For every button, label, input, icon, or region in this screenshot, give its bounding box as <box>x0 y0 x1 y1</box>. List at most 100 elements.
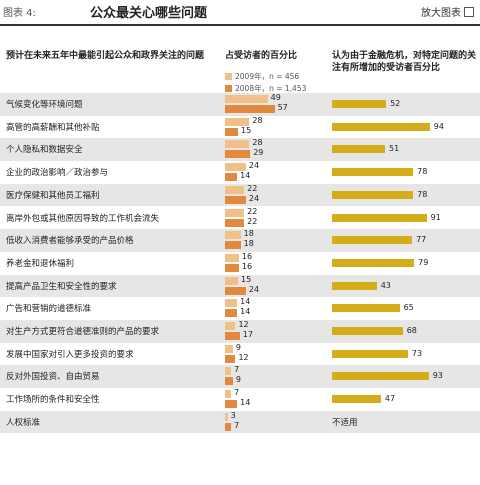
chart-row: 医疗保健和其他员工福利 22 24 78 <box>0 183 480 207</box>
chart-row: 企业的政治影响／政治参与 24 14 78 <box>0 161 480 184</box>
issue-label: 低收入消费者能够承受的产品价格 <box>6 236 134 247</box>
bar-2008 <box>225 150 251 159</box>
chart-row: 提高产品卫生和安全性的要求 15 24 43 <box>0 274 480 298</box>
issue-label: 个人隐私和数据安全 <box>6 145 83 156</box>
chart-row: 人权标准 3 7 不适用 <box>0 410 480 434</box>
bar-2009 <box>225 367 232 376</box>
value-label-2008: 57 <box>277 103 288 112</box>
bar-2008 <box>225 218 245 227</box>
share-column-header: 占受访者的百分比 <box>225 51 298 61</box>
value-label-2008: 7 <box>234 420 240 430</box>
crisis-value-label: 47 <box>384 394 396 404</box>
value-label-2009: 7 <box>234 388 240 398</box>
crisis-value-label: 78 <box>417 189 428 199</box>
crisis-bar <box>332 349 408 358</box>
bar-2009 <box>225 344 233 353</box>
value-label-2008: 29 <box>253 148 264 158</box>
value-label-2009: 9 <box>235 342 241 352</box>
chart-row: 发展中国家对引入更多投资的要求 9 12 73 <box>0 343 480 366</box>
issue-label: 高管的高薪酬和其他补贴 <box>6 122 100 133</box>
bar-2008 <box>225 286 246 295</box>
issue-label: 广告和营销的道德标准 <box>6 304 92 315</box>
bar-2009 <box>225 95 268 103</box>
value-label-2009: 18 <box>243 229 254 239</box>
bar-2008 <box>225 263 239 272</box>
value-label-2008: 14 <box>240 171 251 181</box>
crisis-value-label: 91 <box>430 212 441 222</box>
header-divider <box>0 24 480 26</box>
crisis-bar <box>332 236 413 245</box>
value-label-2009: 22 <box>247 183 258 193</box>
bar-2009 <box>225 117 250 126</box>
chart-row: 低收入消费者能够承受的产品价格 18 18 77 <box>0 229 480 252</box>
crisis-value-label: 77 <box>416 235 427 245</box>
chart-row: 养老金和退休福利 16 16 79 <box>0 252 480 275</box>
value-label-2008: 9 <box>235 375 241 385</box>
chart-row: 对生产方式更符合道德准则的产品的要求 12 17 68 <box>0 320 480 343</box>
legend-2009: 2009年，n = 456 <box>225 71 299 82</box>
bar-2008 <box>225 332 240 340</box>
value-label-2008: 22 <box>247 216 258 226</box>
issue-label: 气候变化等环境问题 <box>6 100 83 110</box>
crisis-value-label: 65 <box>403 303 414 313</box>
issue-label: 养老金和退休福利 <box>6 258 75 269</box>
bar-2009 <box>225 412 228 421</box>
crisis-bar <box>332 372 429 381</box>
crisis-value-label: 43 <box>380 280 391 290</box>
bar-2009 <box>225 390 232 399</box>
value-label-2009: 7 <box>234 365 240 375</box>
chart-row: 广告和营销的道德标准 14 14 65 <box>0 297 480 320</box>
crisis-bar <box>332 190 414 199</box>
crisis-bar <box>332 100 387 108</box>
value-label-2008: 18 <box>243 239 254 249</box>
issue-label: 提高产品卫生和安全性的要求 <box>6 281 117 292</box>
crisis-bar <box>332 304 400 313</box>
value-label-2008: 17 <box>242 330 253 339</box>
bar-2008 <box>225 422 232 431</box>
issue-label: 反对外国投资、自由贸易 <box>6 372 100 383</box>
crisis-value-label: 73 <box>411 348 423 358</box>
crisis-value-label: 52 <box>390 99 401 108</box>
issue-column-header: 预计在未来五年中最能引起公众和政界关注的问题 <box>6 51 205 61</box>
issue-label: 企业的政治影响／政治参与 <box>6 168 109 179</box>
issue-label: 离岸外包或其他原因导致的工作机会流失 <box>6 213 160 224</box>
issue-label: 人权标准 <box>6 417 41 428</box>
legend-label-2008: 2008年，n = 1,453 <box>235 84 307 93</box>
bar-2008 <box>225 354 236 363</box>
value-label-2008: 12 <box>238 352 249 362</box>
issue-label: 工作场所的条件和安全性 <box>6 395 100 406</box>
crisis-value-label: 79 <box>418 257 429 267</box>
chart-row: 气候变化等环境问题 49 57 52 <box>0 93 480 116</box>
figure-label: 图表 4: <box>3 8 36 19</box>
crisis-value-label: 94 <box>433 121 444 131</box>
chart-rows: 气候变化等环境问题 49 57 52 高管的高薪酬和其他补贴 28 15 94 个人隐私和数据安… <box>0 93 480 479</box>
value-label-2008: 16 <box>241 261 253 271</box>
chart-row: 离岸外包或其他原因导致的工作机会流失 22 22 91 <box>0 207 480 230</box>
crisis-bar <box>332 122 430 131</box>
value-label-2009: 16 <box>241 251 253 261</box>
not-applicable-label: 不适用 <box>332 417 358 428</box>
legend-label-2009: 2009年，n = 456 <box>235 72 300 81</box>
bar-2008 <box>225 377 233 386</box>
legend-swatch-2008 <box>225 85 232 92</box>
bar-2009 <box>225 231 241 240</box>
crisis-value-label: 93 <box>432 371 443 381</box>
bar-2009 <box>225 208 245 217</box>
crisis-value-label: 68 <box>406 326 417 335</box>
value-label-2009: 28 <box>252 138 263 148</box>
value-label-2009: 14 <box>240 297 251 307</box>
enlarge-chart-button[interactable]: 放大图表 <box>421 4 474 19</box>
value-label-2009: 28 <box>252 115 263 125</box>
crisis-value-label: 51 <box>389 144 400 154</box>
bar-2008 <box>225 400 238 409</box>
bar-2009 <box>225 299 238 308</box>
bar-2009 <box>225 185 245 194</box>
issue-label: 发展中国家对引入更多投资的要求 <box>6 349 134 360</box>
crisis-bar <box>332 395 381 404</box>
value-label-2009: 15 <box>241 274 252 284</box>
crisis-value-label: 78 <box>417 167 428 177</box>
enlarge-icon <box>464 7 474 17</box>
chart-row: 高管的高薪酬和其他补贴 28 15 94 <box>0 116 480 139</box>
legend-swatch-2009 <box>225 73 232 80</box>
bar-2008 <box>225 195 246 204</box>
